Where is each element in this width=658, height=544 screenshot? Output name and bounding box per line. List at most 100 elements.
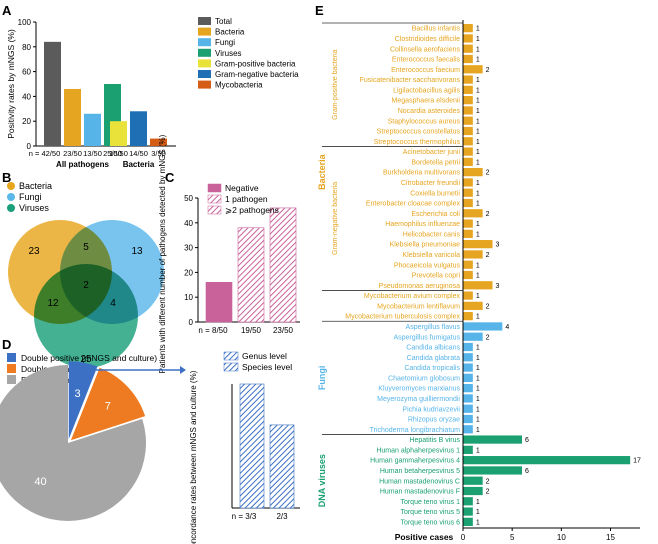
bar-e <box>463 229 473 238</box>
item-label-e: Mycobacterium avium complex <box>364 293 461 300</box>
venn-count-bacteria_only: 23 <box>28 246 40 257</box>
group-label-a: All pathogens <box>56 160 109 169</box>
item-label-e: Candida tropicalis <box>404 365 460 372</box>
item-label-e: Fusicatenibacter saccharivorans <box>360 77 461 84</box>
venn-count-bact_vir: 12 <box>47 298 59 309</box>
bar-e <box>463 24 473 33</box>
value-label-e: 1 <box>476 386 480 393</box>
item-label-e: Trichoderma longibrachiatum <box>370 427 461 434</box>
bar-label-c: n = 8/50 <box>198 326 228 335</box>
chart-c: 0 10 20 30 40 50 Patients with different numbe… <box>158 134 300 373</box>
bar-e <box>463 497 473 506</box>
bar-d2 <box>239 383 265 509</box>
legend-dot-b <box>7 193 15 201</box>
value-label-e: 1 <box>476 159 480 166</box>
bar-e <box>463 363 473 372</box>
value-label-e: 1 <box>476 417 480 424</box>
legend-label-b: Fungi <box>19 192 42 202</box>
y-tick-label-c: 30 <box>184 244 193 253</box>
y-tick-label-a: 100 <box>18 18 32 27</box>
item-label-e: Citrobacter freundii <box>401 180 461 187</box>
item-label-e: Pichia kudriavzevii <box>402 406 460 413</box>
y-tick-label-c: 10 <box>184 293 193 302</box>
y-tick-label-a: 80 <box>22 43 31 52</box>
bar-e <box>463 209 483 218</box>
bar-e <box>463 332 483 341</box>
value-label-e: 1 <box>476 77 480 84</box>
legend-label-a: Viruses <box>215 49 242 58</box>
legend-swatch-a <box>198 70 211 78</box>
item-label-e: Staphylococcus aureus <box>388 118 461 125</box>
item-label-e: Aspergillus flavus <box>406 324 461 331</box>
y-axis-label-d2: Concordance rates between mNGS and cultu… <box>189 370 198 544</box>
y-tick-label-a: 40 <box>22 92 31 101</box>
item-label-e: Mycobacterium lentiflavum <box>377 303 460 310</box>
item-label-e: Phocaeicola vulgatus <box>394 262 461 269</box>
bar-e <box>463 116 473 125</box>
bar-a <box>130 111 147 146</box>
legend-label-c: Negative <box>225 183 259 193</box>
pie-label-d: 7 <box>105 401 111 413</box>
bar-d2 <box>269 424 295 509</box>
bar-e <box>463 219 473 228</box>
bar-e <box>463 384 473 393</box>
value-label-e: 1 <box>476 355 480 362</box>
bar-a <box>64 88 81 146</box>
bar-label-c: 19/50 <box>241 326 262 335</box>
y-axis-label-a: Positivity rates by mNGS (%) <box>6 29 16 139</box>
legend-swatch-c <box>207 183 222 193</box>
value-label-e: 1 <box>476 345 480 352</box>
item-label-e: Human alphaherpesvirus 1 <box>376 447 460 454</box>
legend-swatch-a <box>198 17 211 25</box>
pie-slice-d <box>68 361 98 440</box>
bar-e <box>463 373 473 382</box>
value-label-e: 6 <box>525 437 529 444</box>
y-axis-label-c: Patients with different number of pathog… <box>158 134 167 373</box>
bar-e <box>463 486 483 496</box>
chart-e: Bacillus infantis 1 Clostridioides diffici… <box>317 20 641 542</box>
value-label-e: 2 <box>486 303 490 310</box>
legend-label-d2: Species level <box>242 362 292 372</box>
value-label-e: 1 <box>476 406 480 413</box>
item-label-e: Streptococcus thermophilus <box>374 139 461 146</box>
bar-e <box>463 476 483 485</box>
bar-e <box>463 517 473 526</box>
item-label-e: Aspergillus fumigatus <box>393 334 460 341</box>
legend-label-c: 1 pathogen <box>225 194 268 204</box>
value-label-e: 1 <box>476 26 480 33</box>
item-label-e: Pseudomonas aeruginosa <box>379 283 460 290</box>
item-label-e: Megasphaera elsdenii <box>392 98 461 105</box>
bar-e <box>463 507 473 516</box>
legend-swatch-a <box>198 80 211 89</box>
y-tick-label-c: 50 <box>184 194 193 203</box>
connector-arrow-d <box>180 366 186 374</box>
bar-a <box>84 113 101 146</box>
bar-e <box>463 291 473 300</box>
x-axis-label-e: Positive cases <box>395 532 454 542</box>
legend-swatch-d <box>7 375 16 384</box>
legend-label-a: Gram-positive bacteria <box>215 59 296 68</box>
bar-label-a: 10/50 <box>109 149 128 158</box>
x-tick-label-e: 5 <box>510 533 515 542</box>
item-label-e: Enterococcus faecium <box>391 67 460 74</box>
bar-e <box>463 188 473 197</box>
panel-label-b: B <box>2 170 11 185</box>
bar-label-c: 23/50 <box>273 326 294 335</box>
legend-swatch-d2 <box>223 362 239 372</box>
bar-e <box>463 106 473 115</box>
legend-swatch-a <box>198 27 211 36</box>
value-label-e: 1 <box>476 118 480 125</box>
value-label-e: 1 <box>476 221 480 228</box>
value-label-e: 2 <box>486 334 490 341</box>
item-label-e: Candida glabrata <box>407 355 460 362</box>
value-label-e: 3 <box>496 283 500 290</box>
group-label-e: Bacteria <box>317 153 327 190</box>
item-label-e: Streptococcus constellatus <box>377 129 461 136</box>
bar-e <box>463 435 522 444</box>
value-label-e: 1 <box>476 180 480 187</box>
venn-count-bact_fungi: 5 <box>83 242 89 253</box>
pie-label-d: 3 <box>74 388 80 400</box>
y-tick-label-a: 20 <box>22 117 31 126</box>
value-label-e: 2 <box>486 67 490 74</box>
